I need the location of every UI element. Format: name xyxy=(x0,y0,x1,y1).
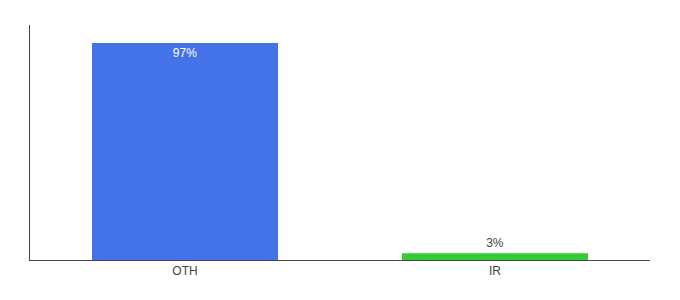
svg-text:3%: 3% xyxy=(486,236,504,250)
svg-text:97%: 97% xyxy=(173,46,197,60)
svg-text:IR: IR xyxy=(489,264,501,278)
svg-text:OTH: OTH xyxy=(172,264,197,278)
